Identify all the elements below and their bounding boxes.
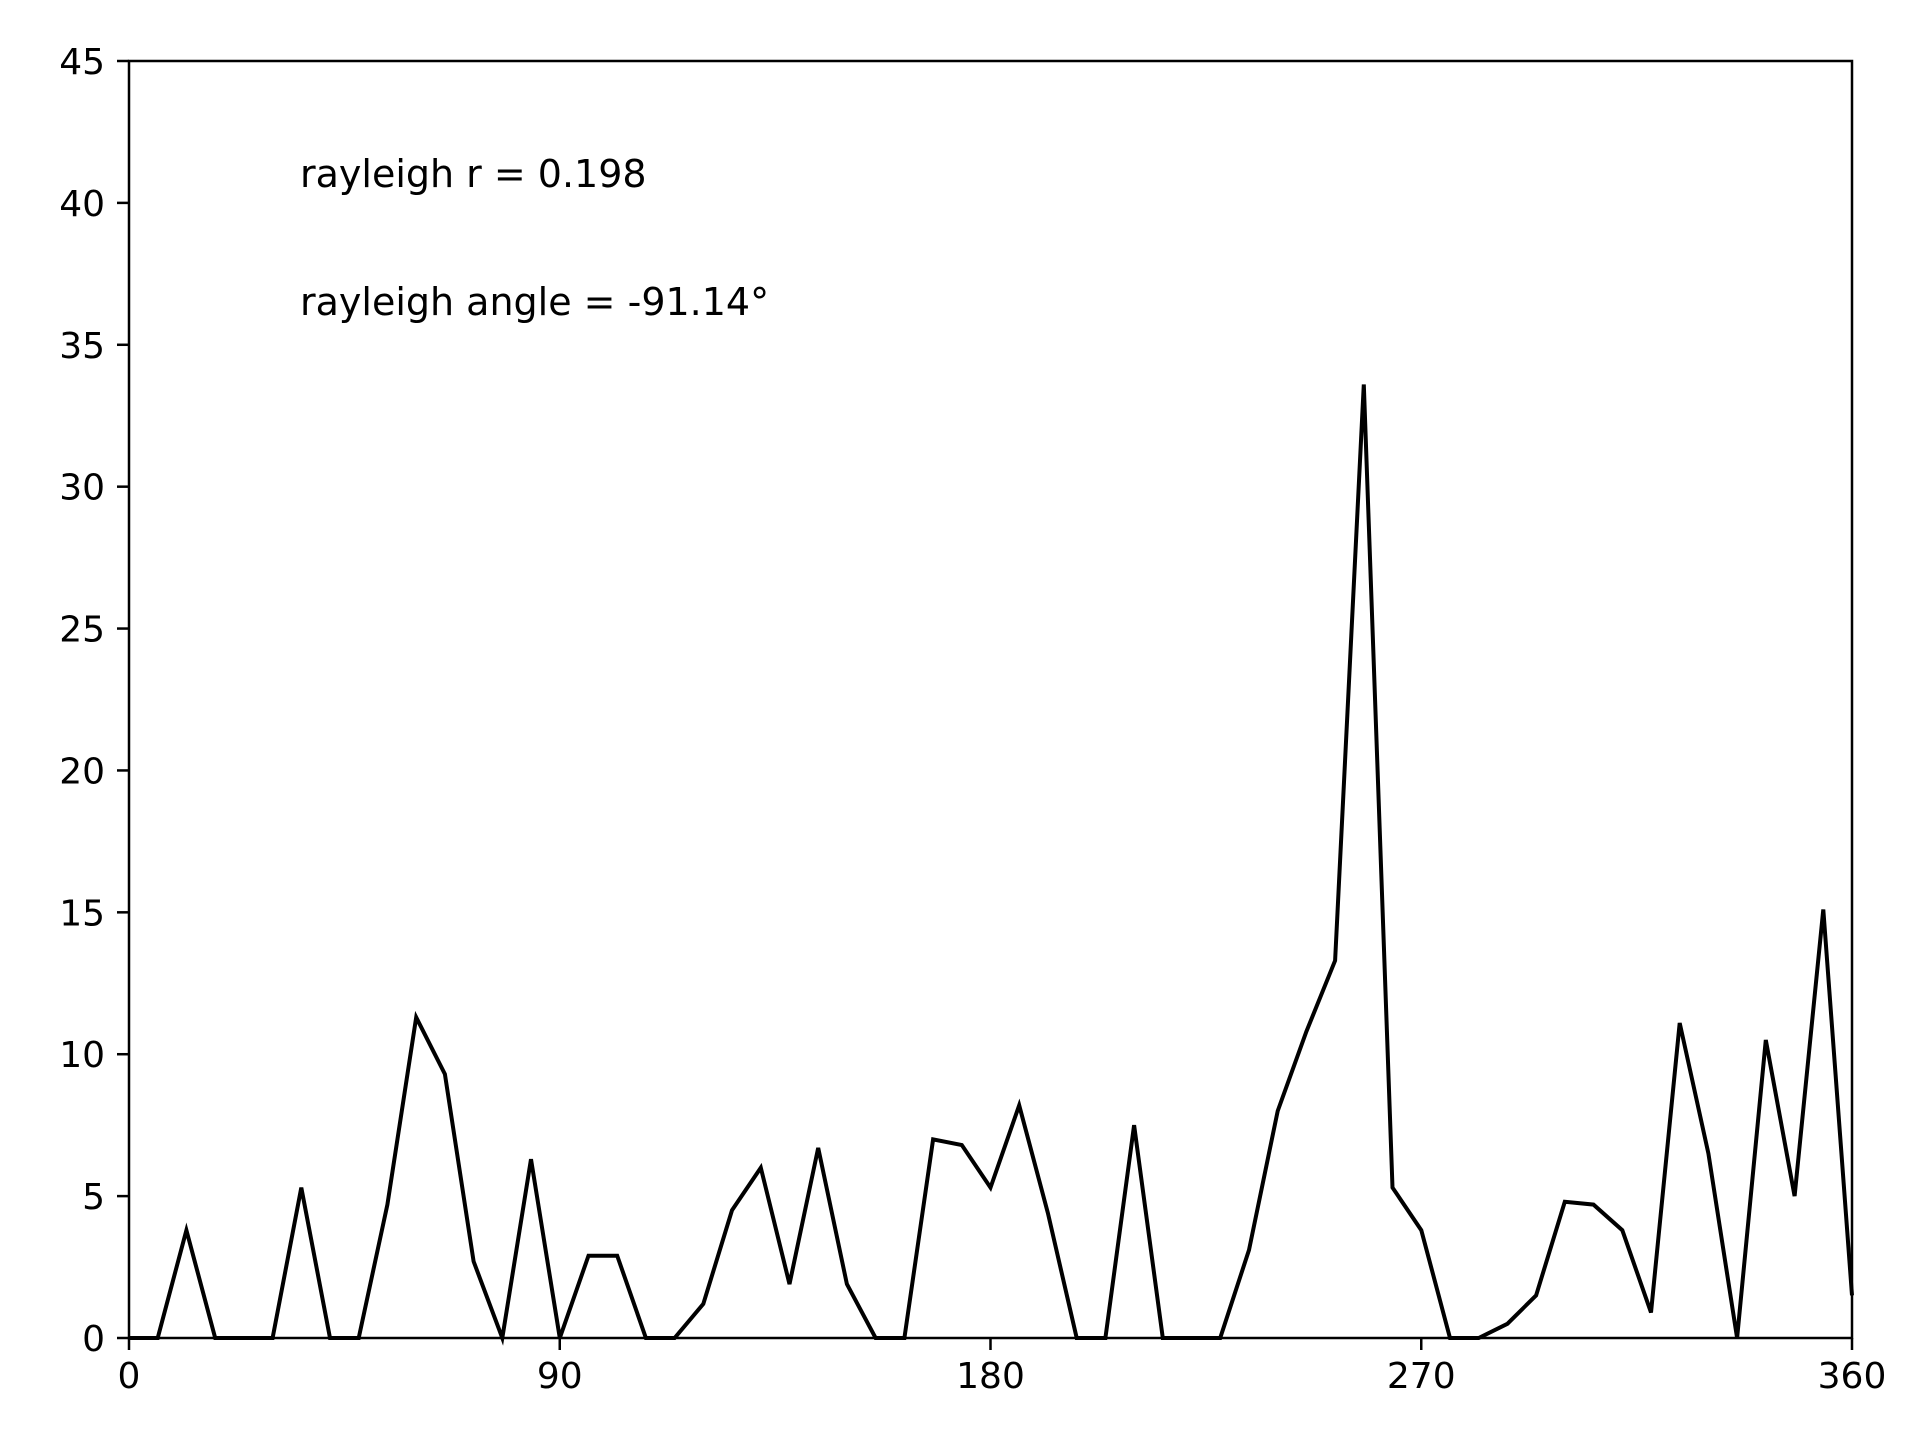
y-tick-label: 15 [59,893,105,934]
annotation-layer: rayleigh r = 0.198 rayleigh angle = -91.… [300,152,769,324]
plot-area: 0 90 180 270 360 0 5 10 15 20 25 30 35 40 45 [59,42,1886,1397]
y-tick-label: 25 [59,610,105,651]
x-tick-label: 270 [1387,1356,1456,1397]
rayleigh-r-annotation: rayleigh r = 0.198 [300,152,647,196]
x-tick-label: 180 [956,1356,1025,1397]
y-tick-label: 10 [59,1035,105,1076]
y-tick-label: 45 [59,42,105,83]
y-tick-label: 20 [59,751,105,792]
x-tick-label: 360 [1818,1356,1887,1397]
x-tick-label: 0 [118,1356,141,1397]
y-tick-label: 30 [59,468,105,509]
y-tick-label: 35 [59,326,105,367]
series-line [129,384,1854,1346]
y-tick-label: 40 [59,184,105,225]
x-tick-label: 90 [537,1356,583,1397]
y-tick-label: 0 [82,1319,105,1360]
rayleigh-angle-annotation: rayleigh angle = -91.14° [300,280,769,324]
axes-frame [127,59,1854,1340]
y-tick-label: 5 [82,1177,105,1218]
